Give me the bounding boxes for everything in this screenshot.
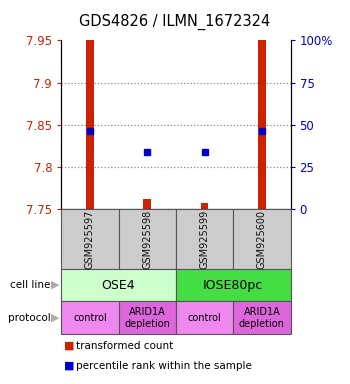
Bar xyxy=(144,199,151,209)
Text: ▶: ▶ xyxy=(51,280,60,290)
Text: cell line: cell line xyxy=(10,280,51,290)
Text: GDS4826 / ILMN_1672324: GDS4826 / ILMN_1672324 xyxy=(79,13,271,30)
Text: control: control xyxy=(188,313,222,323)
Text: ▶: ▶ xyxy=(51,313,60,323)
Text: ARID1A
depletion: ARID1A depletion xyxy=(124,307,170,329)
Text: GSM925597: GSM925597 xyxy=(85,209,95,269)
Text: GSM925598: GSM925598 xyxy=(142,209,152,269)
Text: transformed count: transformed count xyxy=(76,341,173,351)
Bar xyxy=(258,40,266,209)
Text: GSM925600: GSM925600 xyxy=(257,210,267,268)
Bar xyxy=(201,202,208,209)
Text: ■: ■ xyxy=(64,341,75,351)
Text: percentile rank within the sample: percentile rank within the sample xyxy=(76,361,252,371)
Text: IOSE80pc: IOSE80pc xyxy=(203,279,263,291)
Text: control: control xyxy=(73,313,107,323)
Text: protocol: protocol xyxy=(8,313,51,323)
Text: ■: ■ xyxy=(64,361,75,371)
Bar xyxy=(86,40,94,209)
Text: OSE4: OSE4 xyxy=(102,279,135,291)
Text: ARID1A
depletion: ARID1A depletion xyxy=(239,307,285,329)
Text: GSM925599: GSM925599 xyxy=(199,209,210,269)
